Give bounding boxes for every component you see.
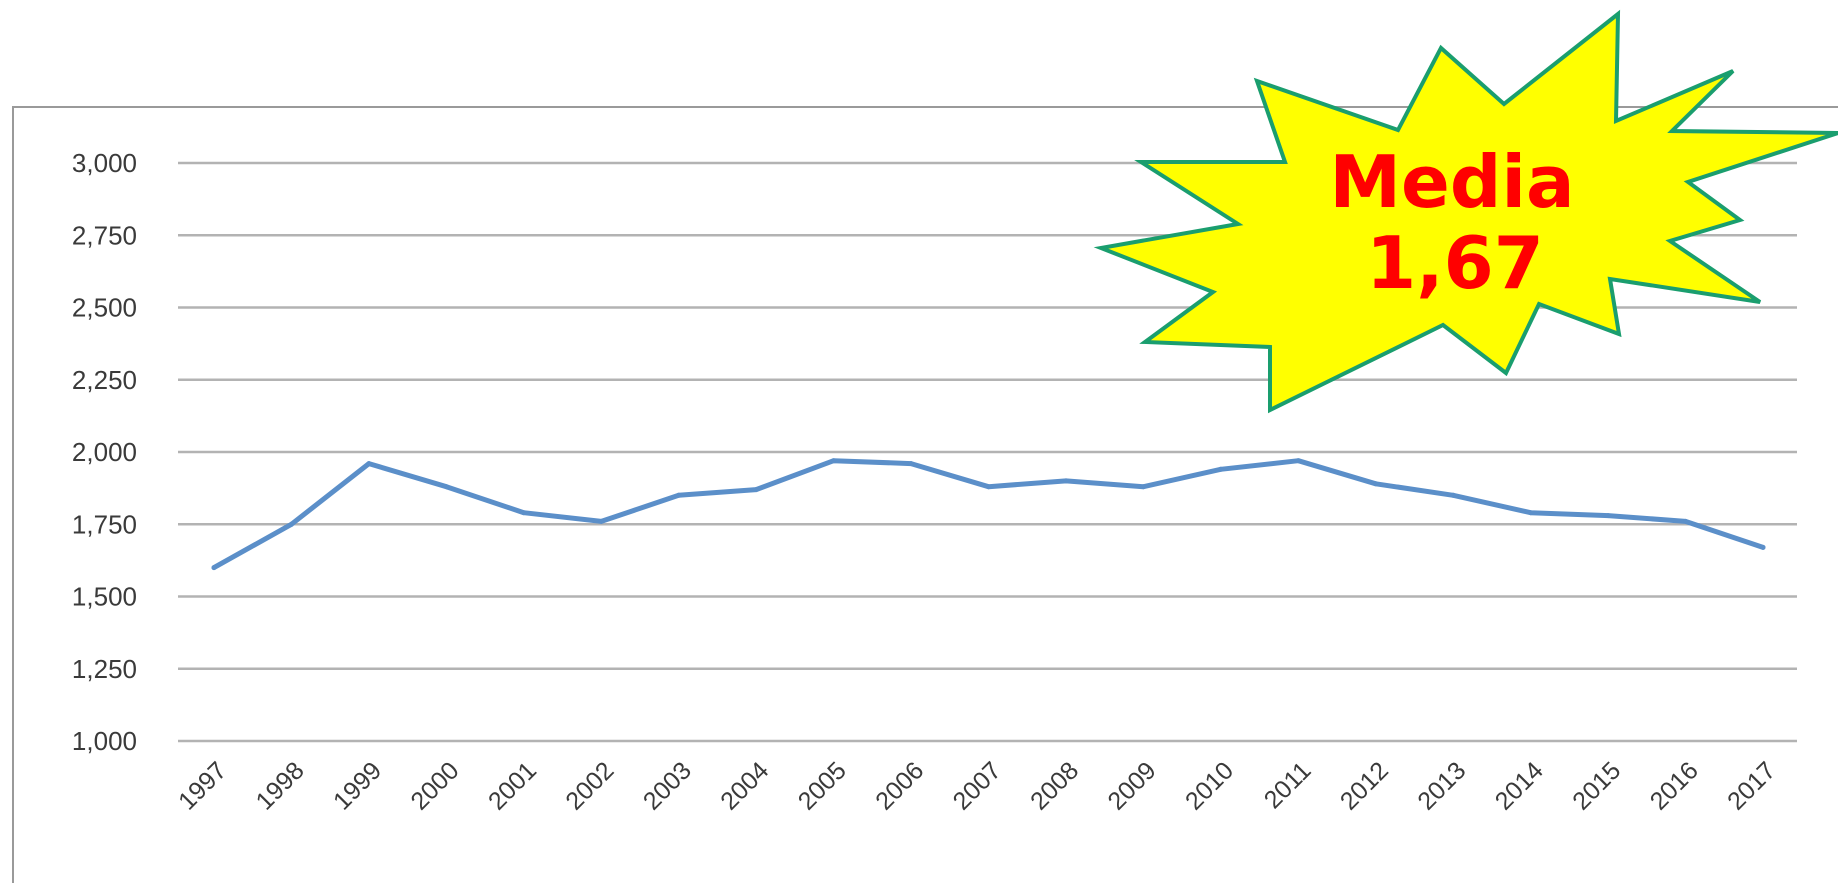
data-point <box>211 565 217 571</box>
data-point <box>1295 458 1301 464</box>
y-tick-label: 1,250 <box>72 654 137 684</box>
starburst-line1: Media <box>1329 140 1574 224</box>
media-starburst: Media 1,67 <box>1093 9 1838 414</box>
data-point <box>521 510 527 516</box>
data-point <box>598 518 604 524</box>
data-point <box>1528 510 1534 516</box>
y-tick-label: 1,500 <box>72 582 137 612</box>
y-tick-label: 3,000 <box>72 148 137 178</box>
data-point <box>1063 478 1069 484</box>
data-point <box>1683 518 1688 524</box>
y-tick-label: 1,000 <box>72 726 137 756</box>
data-point <box>1450 492 1456 498</box>
data-point <box>366 461 372 467</box>
y-tick-label: 2,000 <box>72 437 137 467</box>
y-tick-label: 2,250 <box>72 365 137 395</box>
data-point <box>986 484 991 490</box>
y-tick-label: 2,750 <box>72 220 137 250</box>
starburst-shape <box>1093 9 1838 414</box>
data-point <box>443 484 449 490</box>
y-tick-label: 1,750 <box>72 509 137 539</box>
data-point <box>1760 544 1766 550</box>
data-point <box>676 492 682 498</box>
data-point <box>1373 481 1379 487</box>
data-point <box>1605 513 1611 519</box>
data-point <box>1218 466 1224 472</box>
y-tick-label: 2,500 <box>72 293 137 323</box>
data-point <box>908 461 914 467</box>
series-layer <box>211 458 1766 571</box>
data-point <box>831 458 837 464</box>
data-point <box>288 521 294 527</box>
y-axis-ticks: 1,000 1,250 1,500 1,750 2,000 2,250 2,500 2,750… <box>72 148 137 756</box>
data-point <box>753 487 759 493</box>
starburst-line2: 1,67 <box>1366 221 1544 305</box>
data-point <box>1140 484 1146 490</box>
